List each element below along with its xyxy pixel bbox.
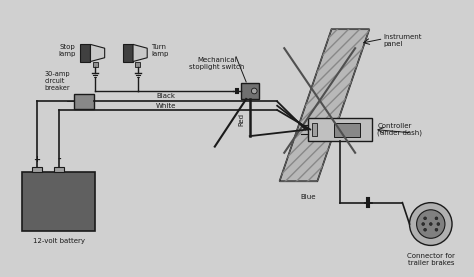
Circle shape	[435, 217, 438, 220]
Bar	[32, 167, 42, 172]
Text: Black: Black	[156, 93, 175, 99]
Text: Controller
(under dash): Controller (under dash)	[377, 123, 422, 136]
Circle shape	[422, 223, 425, 225]
Text: -: -	[57, 155, 61, 164]
Bar	[74, 94, 94, 109]
Circle shape	[410, 203, 452, 245]
Polygon shape	[91, 44, 105, 61]
Circle shape	[429, 223, 432, 225]
Text: Stop
lamp: Stop lamp	[58, 44, 75, 57]
Text: Connector for
trailer brakes: Connector for trailer brakes	[407, 253, 455, 266]
Bar	[241, 83, 259, 99]
Bar	[54, 167, 64, 172]
Text: +: +	[34, 155, 41, 164]
Bar	[22, 172, 95, 231]
Text: Instrument
panel: Instrument panel	[383, 34, 422, 47]
Circle shape	[424, 217, 427, 220]
Bar	[93, 61, 98, 67]
Bar	[123, 44, 133, 61]
Bar	[334, 123, 360, 137]
Text: Mechanical
stoplight switch: Mechanical stoplight switch	[190, 57, 245, 70]
Bar	[136, 61, 140, 67]
Circle shape	[424, 228, 427, 231]
Bar	[308, 118, 372, 141]
Circle shape	[437, 223, 440, 225]
Polygon shape	[280, 29, 369, 181]
Text: 30-amp
circuit
breaker: 30-amp circuit breaker	[45, 71, 70, 91]
Circle shape	[435, 228, 438, 231]
Bar	[312, 123, 318, 136]
Text: Blue: Blue	[300, 194, 316, 200]
Polygon shape	[133, 44, 147, 61]
Text: Red: Red	[238, 113, 244, 126]
Circle shape	[417, 210, 445, 238]
Text: Turn
lamp: Turn lamp	[151, 44, 168, 57]
Text: 12-volt battery: 12-volt battery	[33, 238, 84, 244]
Text: White: White	[156, 102, 176, 109]
Circle shape	[251, 88, 257, 94]
Bar	[80, 44, 91, 61]
